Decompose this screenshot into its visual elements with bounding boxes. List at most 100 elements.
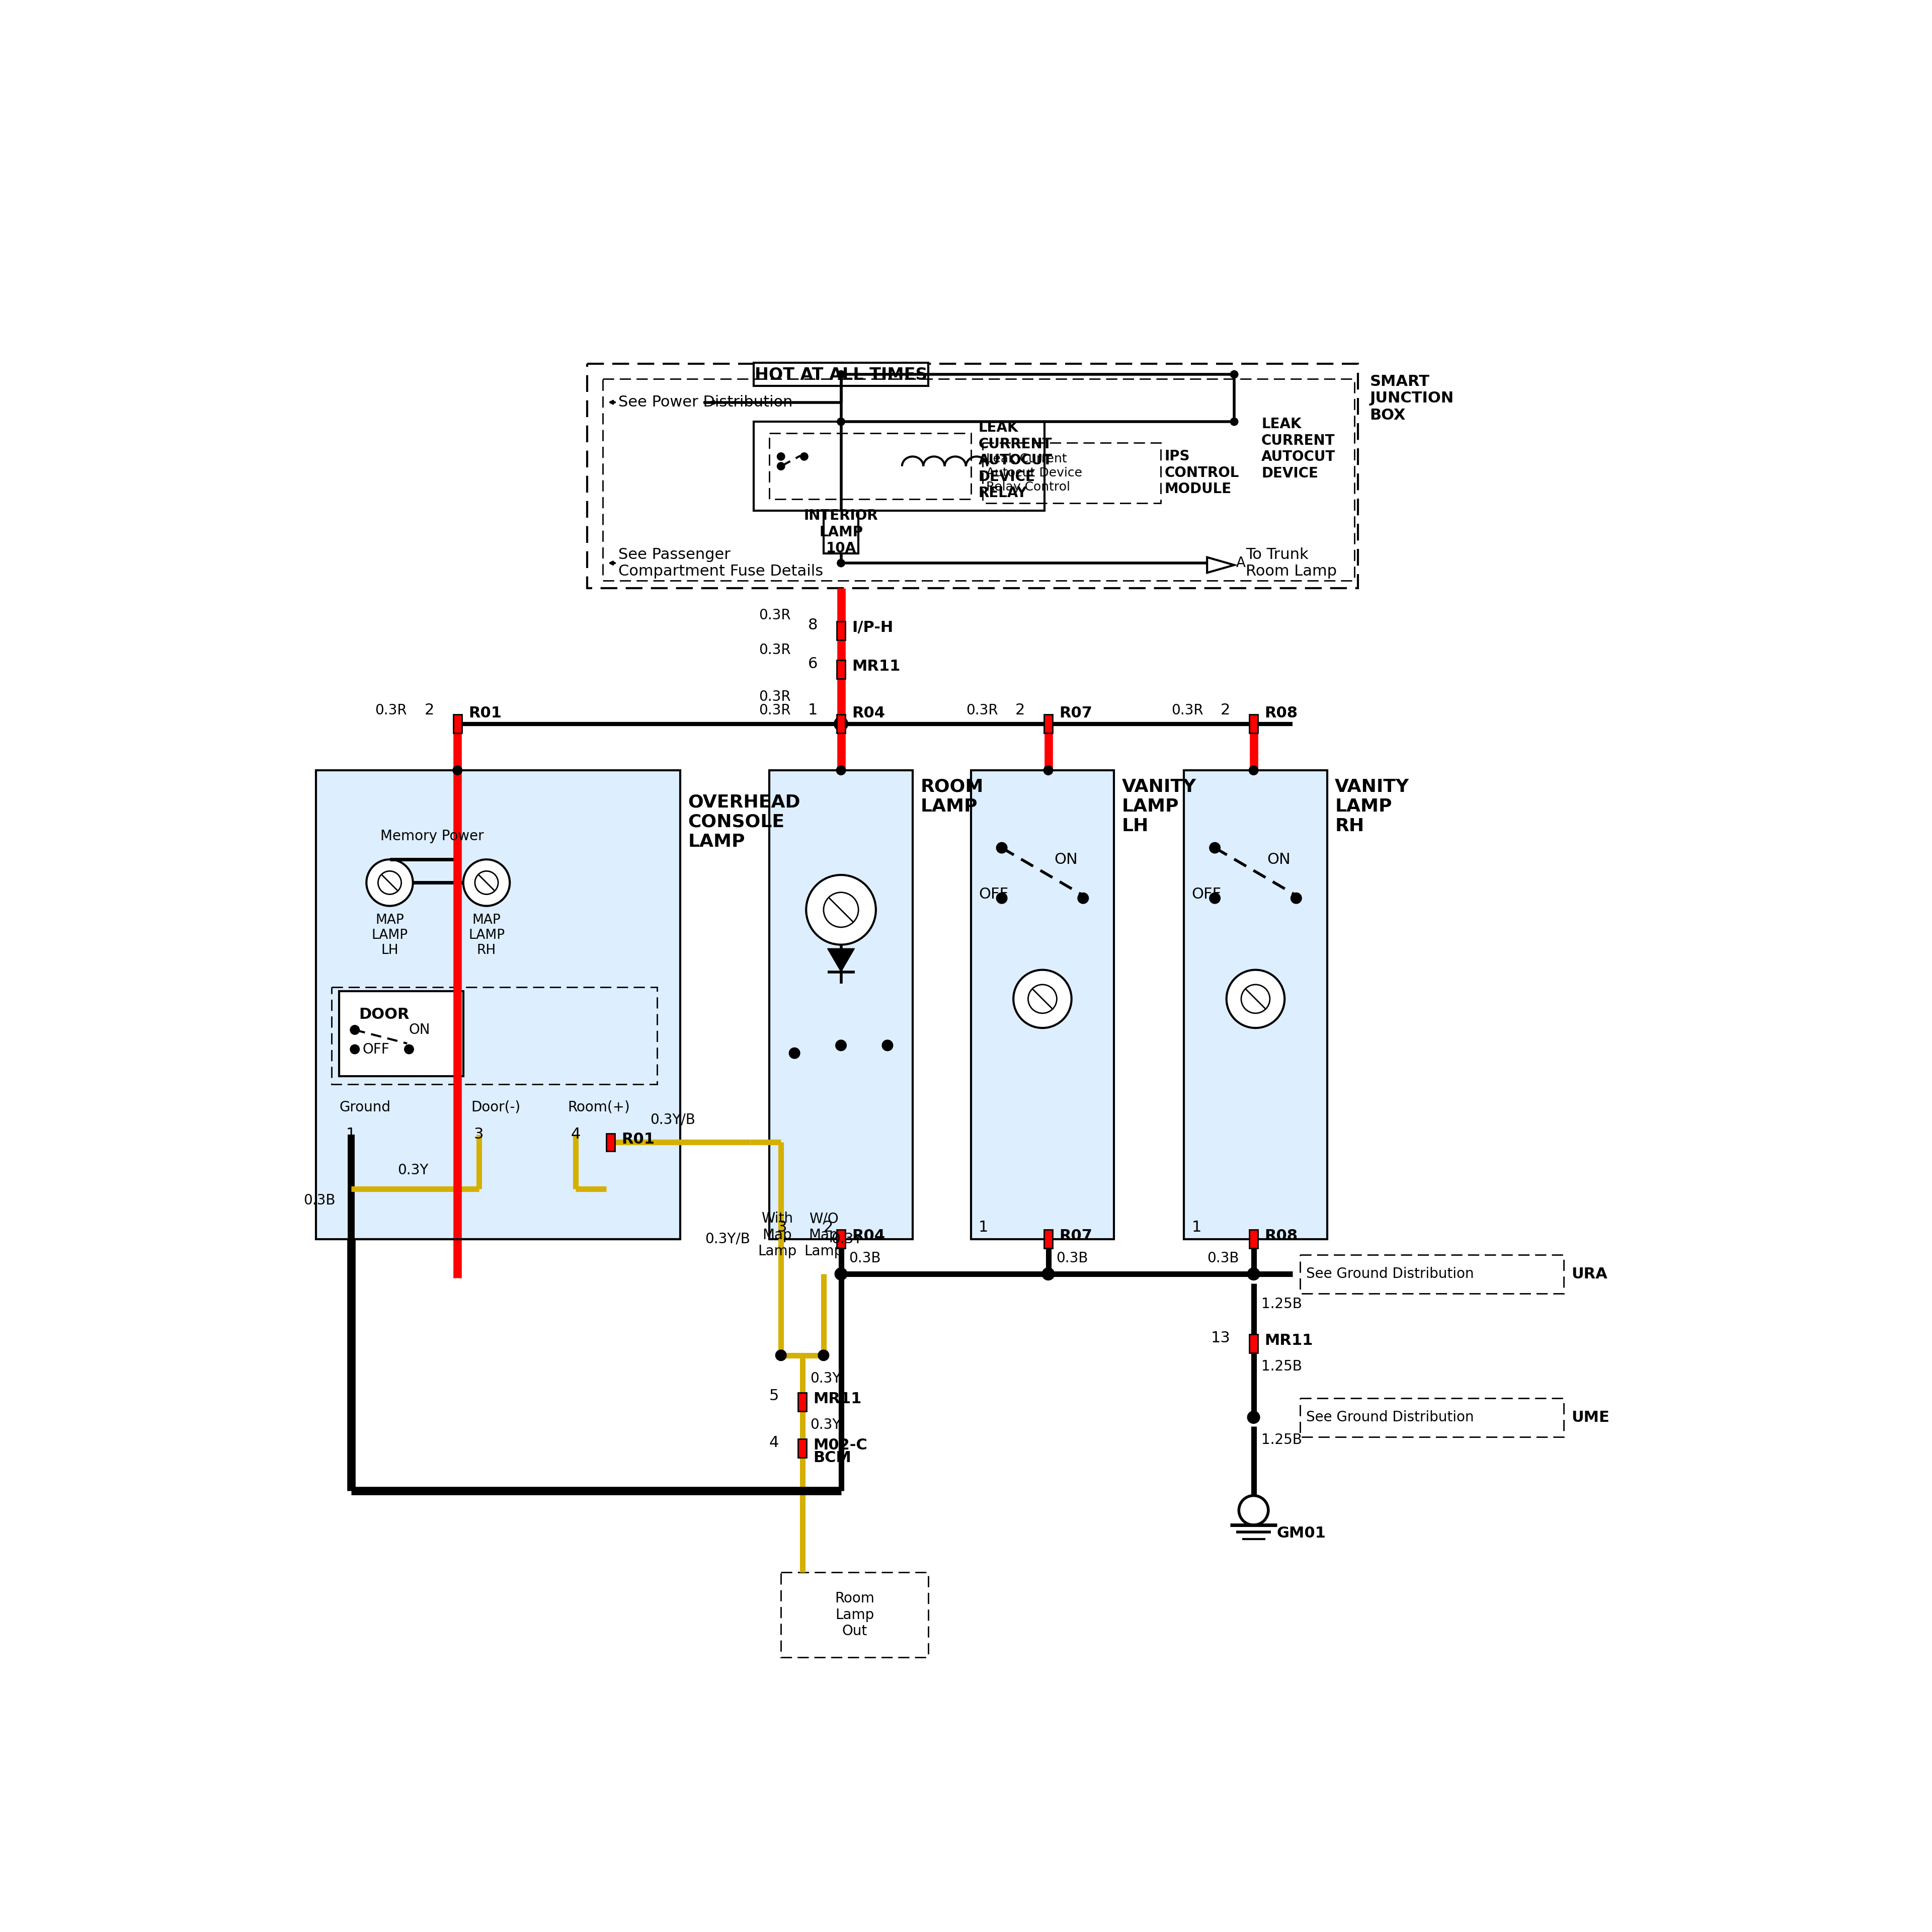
Circle shape <box>452 765 462 775</box>
Text: UME: UME <box>1571 1410 1609 1424</box>
Text: R08: R08 <box>1264 705 1298 721</box>
Text: 1.25B: 1.25B <box>1262 1434 1302 1447</box>
Circle shape <box>837 417 844 425</box>
Text: MR11: MR11 <box>852 659 900 674</box>
Bar <box>798 1439 806 1457</box>
Text: 0.3R: 0.3R <box>759 643 790 657</box>
Circle shape <box>775 1350 786 1360</box>
Bar <box>981 442 1161 502</box>
Text: MR11: MR11 <box>813 1391 862 1406</box>
Circle shape <box>404 1045 413 1055</box>
Circle shape <box>1078 893 1088 904</box>
Bar <box>1043 715 1053 732</box>
Text: R01: R01 <box>622 1132 655 1146</box>
Text: 0.3R: 0.3R <box>375 703 408 717</box>
Circle shape <box>806 875 875 945</box>
Circle shape <box>1248 1410 1260 1424</box>
Circle shape <box>823 893 858 927</box>
Circle shape <box>1248 1267 1260 1281</box>
Text: 0.3R: 0.3R <box>759 703 790 717</box>
Circle shape <box>835 717 848 730</box>
Text: DOOR: DOOR <box>359 1007 410 1022</box>
Bar <box>1184 771 1327 1238</box>
Bar <box>607 1134 614 1151</box>
Bar <box>1250 1335 1258 1352</box>
Bar <box>340 991 464 1076</box>
Text: 4: 4 <box>769 1435 779 1449</box>
Text: To Trunk
Room Lamp: To Trunk Room Lamp <box>1246 547 1337 580</box>
Text: 0.3B: 0.3B <box>303 1194 336 1208</box>
Bar <box>753 363 927 386</box>
Text: 2: 2 <box>425 703 435 717</box>
Circle shape <box>1227 970 1285 1028</box>
Text: 0.3Y: 0.3Y <box>831 1233 862 1246</box>
Text: 0.3R: 0.3R <box>1171 703 1204 717</box>
Text: 2: 2 <box>823 1221 833 1235</box>
Text: R04: R04 <box>852 1229 885 1244</box>
Circle shape <box>817 1350 829 1360</box>
Circle shape <box>1041 1267 1055 1281</box>
Text: 0.3Y/B: 0.3Y/B <box>705 1233 750 1246</box>
Circle shape <box>837 558 844 566</box>
Bar <box>837 661 846 678</box>
Text: A: A <box>1236 556 1246 570</box>
Circle shape <box>1014 970 1072 1028</box>
Bar <box>587 363 1358 587</box>
Text: GM01: GM01 <box>1277 1526 1325 1542</box>
Text: 1.25B: 1.25B <box>1262 1360 1302 1374</box>
Text: OFF: OFF <box>978 887 1009 902</box>
Circle shape <box>1238 1495 1267 1524</box>
Bar <box>603 379 1354 580</box>
Text: 1: 1 <box>808 703 817 717</box>
Circle shape <box>837 371 844 379</box>
Text: 3: 3 <box>777 1221 786 1235</box>
Text: OFF: OFF <box>363 1041 390 1057</box>
Text: 1: 1 <box>978 1221 989 1235</box>
Bar <box>769 771 912 1238</box>
Circle shape <box>1291 893 1302 904</box>
Circle shape <box>1248 765 1258 775</box>
Circle shape <box>777 462 784 469</box>
Bar <box>837 622 846 639</box>
Text: LEAK
CURRENT
AUTOCUT
DEVICE: LEAK CURRENT AUTOCUT DEVICE <box>1262 417 1335 481</box>
Text: 2: 2 <box>1221 703 1231 717</box>
Circle shape <box>475 871 498 895</box>
Text: W/O
Map
Lamp: W/O Map Lamp <box>804 1211 842 1258</box>
Bar <box>1300 1399 1563 1437</box>
Bar <box>1300 1254 1563 1293</box>
Circle shape <box>1028 985 1057 1012</box>
Text: OVERHEAD
CONSOLE
LAMP: OVERHEAD CONSOLE LAMP <box>688 794 800 850</box>
Text: M02-C: M02-C <box>813 1437 867 1453</box>
Text: 0.3Y: 0.3Y <box>810 1372 840 1385</box>
Bar <box>798 1393 806 1410</box>
Circle shape <box>464 860 510 906</box>
Text: R01: R01 <box>468 705 502 721</box>
Circle shape <box>788 1047 800 1059</box>
Circle shape <box>350 1045 359 1055</box>
Text: 0.3R: 0.3R <box>966 703 999 717</box>
Bar <box>837 1231 846 1248</box>
Text: 8: 8 <box>808 618 817 632</box>
Text: 3: 3 <box>473 1126 483 1142</box>
Text: BCM: BCM <box>813 1451 852 1464</box>
Text: INTERIOR
LAMP
10A: INTERIOR LAMP 10A <box>804 508 879 554</box>
Text: See Power Distribution: See Power Distribution <box>618 394 792 410</box>
Circle shape <box>1231 371 1238 379</box>
Circle shape <box>800 452 808 460</box>
Text: 0.3B: 0.3B <box>1208 1252 1238 1265</box>
Text: Ground: Ground <box>340 1101 390 1115</box>
Circle shape <box>997 842 1007 854</box>
Circle shape <box>1043 765 1053 775</box>
Bar <box>1250 1231 1258 1248</box>
Text: 0.3R: 0.3R <box>759 690 790 703</box>
Circle shape <box>1231 417 1238 425</box>
Bar <box>1250 715 1258 732</box>
Bar <box>317 771 680 1238</box>
Bar <box>454 715 462 732</box>
Text: 1.25B: 1.25B <box>1262 1296 1302 1312</box>
Polygon shape <box>1208 556 1235 572</box>
Text: Room(+): Room(+) <box>568 1101 630 1115</box>
Polygon shape <box>827 949 854 972</box>
Text: SMART
JUNCTION
BOX: SMART JUNCTION BOX <box>1370 375 1455 423</box>
Text: See Ground Distribution: See Ground Distribution <box>1306 1267 1474 1281</box>
